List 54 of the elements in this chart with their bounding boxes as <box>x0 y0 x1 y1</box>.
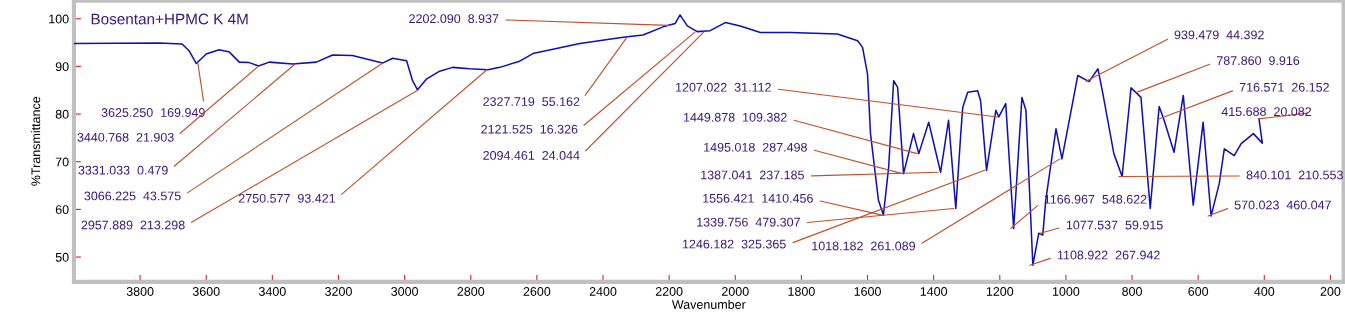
annotation: 787.860 9.916 <box>1217 56 1300 65</box>
annotation: 3625.250 169.949 <box>101 108 205 117</box>
y-tick-label: 80 <box>55 109 69 119</box>
annotation: 840.101 210.553 <box>1246 170 1343 180</box>
x-tick-label: 3200 <box>325 287 352 296</box>
x-tick-label: 2000 <box>721 287 749 296</box>
annotation: 2750.577 93.421 <box>238 193 336 203</box>
annotation: 1077.537 59.915 <box>1066 220 1163 230</box>
annotation: 1387.041 237.185 <box>701 170 804 180</box>
annotation: 3440.768 21.903 <box>77 132 174 142</box>
x-tick-label: 1600 <box>854 287 881 296</box>
y-tick-label: 70 <box>55 157 69 167</box>
y-tick-label: 100 <box>49 14 69 24</box>
y-tick-label: 90 <box>55 62 69 72</box>
x-tick-label: 800 <box>1122 287 1142 296</box>
annotation: 2957.889 213.298 <box>81 220 185 230</box>
x-tick-label: 2400 <box>589 287 617 296</box>
y-tick-label: 50 <box>55 252 69 262</box>
annotation: 2202.090 8.937 <box>409 14 499 24</box>
y-axis-title: %Transmittance <box>31 96 41 186</box>
annotation: 570.023 460.047 <box>1234 200 1331 210</box>
x-tick-label: 1800 <box>788 287 815 296</box>
annotation: 1339.756 479.307 <box>697 217 800 227</box>
x-tick-label: 200 <box>1320 287 1341 296</box>
x-tick-label: 3400 <box>258 287 286 296</box>
x-axis-title: Wavenumber <box>671 299 746 309</box>
annotation: 3331.033 0.479 <box>78 165 168 175</box>
x-tick-label: 600 <box>1188 287 1209 296</box>
annotation: 1449.878 109.382 <box>683 112 787 122</box>
annotation: 1556.421 1410.456 <box>703 193 813 203</box>
x-tick-label: 2200 <box>655 287 683 296</box>
x-tick-label: 1000 <box>1052 287 1080 296</box>
x-tick-label: 2600 <box>523 287 551 296</box>
x-tick-label: 3600 <box>192 287 220 296</box>
annotation: 1207.022 31.112 <box>676 82 771 92</box>
y-tick-label: 60 <box>55 205 69 215</box>
annotation: 1108.922 267.942 <box>1057 250 1160 260</box>
annotation: 1495.018 287.498 <box>704 142 807 152</box>
x-tick-label: 400 <box>1254 287 1275 296</box>
x-tick-label: 3000 <box>391 287 419 296</box>
annotation: 2094.461 24.044 <box>483 151 580 160</box>
annotation: 1018.182 261.089 <box>812 241 915 251</box>
x-tick-label: 1200 <box>986 287 1014 296</box>
x-tick-label: 1400 <box>920 287 948 296</box>
annotation: 3066.225 43.575 <box>84 191 181 201</box>
annotation: 716.571 26.152 <box>1239 82 1329 92</box>
annotation: 2121.525 16.326 <box>481 124 578 134</box>
x-tick-label: 3800 <box>126 287 154 296</box>
annotation: 939.479 44.392 <box>1174 30 1264 40</box>
x-tick-label: 2800 <box>457 287 485 296</box>
annotation: 2327.719 55.162 <box>483 97 580 106</box>
annotation: 1246.182 325.365 <box>682 239 786 249</box>
annotation: 415.688 20.082 <box>1221 107 1312 116</box>
text: Bosentan+HPMC K 4M <box>91 13 248 25</box>
